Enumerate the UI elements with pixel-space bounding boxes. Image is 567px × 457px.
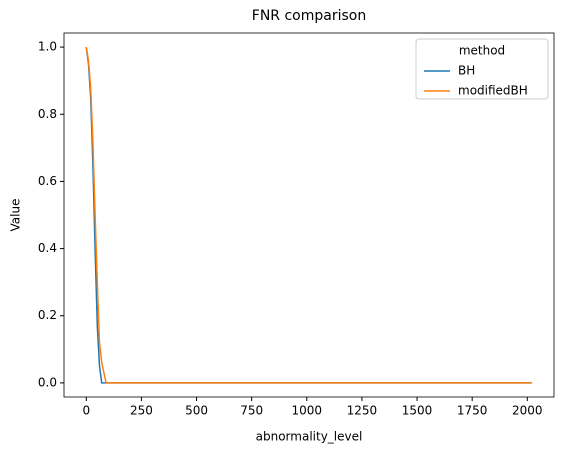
y-tick-label: 0.8 — [38, 107, 57, 121]
x-tick-label: 2000 — [512, 404, 543, 418]
y-axis-label: Value — [9, 199, 23, 232]
x-tick-label: 1500 — [402, 404, 433, 418]
x-tick-label: 0 — [82, 404, 90, 418]
line — [85, 46, 532, 384]
x-tick-label: 250 — [130, 404, 153, 418]
chart-title: FNR comparison — [252, 8, 366, 24]
x-axis-label: abnormality_level — [256, 430, 363, 444]
y-tick-label: 1.0 — [38, 40, 57, 54]
legend-label: modifiedBH — [458, 84, 528, 98]
y-tick-label: 0.6 — [38, 174, 57, 188]
plot-frame — [63, 32, 555, 398]
x-tick-label: 1250 — [347, 404, 378, 418]
legend-box — [415, 38, 549, 100]
legend-title: method — [459, 44, 505, 58]
y-tick-label: 0.4 — [38, 241, 57, 255]
y-tick-label: 0.2 — [38, 308, 57, 322]
x-tick-label: 1750 — [457, 404, 488, 418]
legend-label: BH — [458, 64, 475, 78]
x-tick-label: 1000 — [292, 404, 323, 418]
x-tick-label: 500 — [185, 404, 208, 418]
x-tick-label: 750 — [240, 404, 263, 418]
y-tick-label: 0.0 — [38, 375, 57, 389]
